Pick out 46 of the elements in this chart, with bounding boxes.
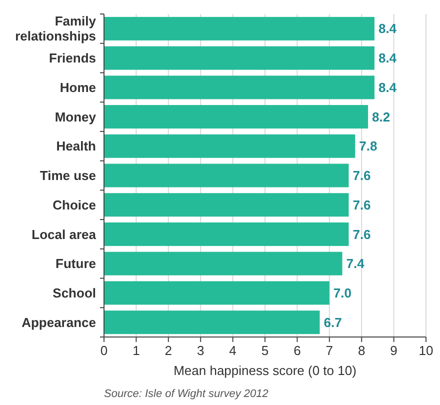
data-label: 6.7	[324, 314, 342, 330]
data-label: 8.2	[372, 109, 390, 124]
x-tick-label: 2	[164, 343, 172, 358]
data-label: 8.4	[378, 80, 398, 95]
data-label: 8.4	[378, 21, 398, 36]
data-label: 7.6	[352, 168, 371, 184]
bar	[104, 46, 374, 70]
y-tick-label: Family relationships	[15, 14, 97, 44]
source-note: Source: Isle of Wight survey 2012	[104, 388, 268, 400]
data-label: 7.0	[333, 286, 352, 301]
bar	[104, 105, 368, 129]
x-tick-label: 5	[261, 343, 269, 358]
bar	[104, 252, 342, 276]
data-label: 7.6	[352, 197, 371, 212]
y-tick-label: Home	[60, 80, 96, 95]
x-tick-label: 8	[358, 343, 366, 358]
data-label: 7.6	[352, 226, 371, 242]
y-tick-label: School	[52, 286, 96, 301]
data-label: 8.4	[378, 50, 398, 66]
data-label: 7.8	[359, 138, 378, 154]
y-tick-label: Money	[54, 109, 97, 124]
bar	[104, 310, 320, 334]
x-tick-label: 6	[294, 343, 301, 358]
y-tick-label: Friends	[49, 50, 96, 66]
bar	[104, 134, 356, 158]
x-tick-label: 0	[100, 343, 108, 358]
data-label: 7.4	[346, 256, 366, 272]
bar	[104, 222, 349, 246]
y-tick-label: Local area	[32, 226, 97, 242]
y-tick-label: Future	[56, 256, 96, 272]
bar	[104, 193, 349, 217]
bar	[104, 76, 374, 100]
bar	[104, 16, 374, 40]
bar	[104, 281, 330, 305]
x-tick-label: 3	[196, 343, 204, 358]
y-tick-label: Health	[56, 138, 96, 154]
bar	[104, 164, 349, 188]
y-tick-label: Choice	[52, 197, 96, 212]
y-tick-label: Time use	[40, 168, 96, 184]
x-tick-label: 1	[132, 343, 140, 358]
x-axis-title: Mean happiness score (0 to 10)	[174, 363, 356, 378]
x-tick-label: 7	[326, 343, 334, 358]
x-tick-label: 10	[418, 343, 434, 358]
x-tick-label: 4	[229, 343, 236, 358]
y-tick-label: Appearance	[22, 314, 96, 330]
x-tick-label: 9	[390, 343, 398, 358]
